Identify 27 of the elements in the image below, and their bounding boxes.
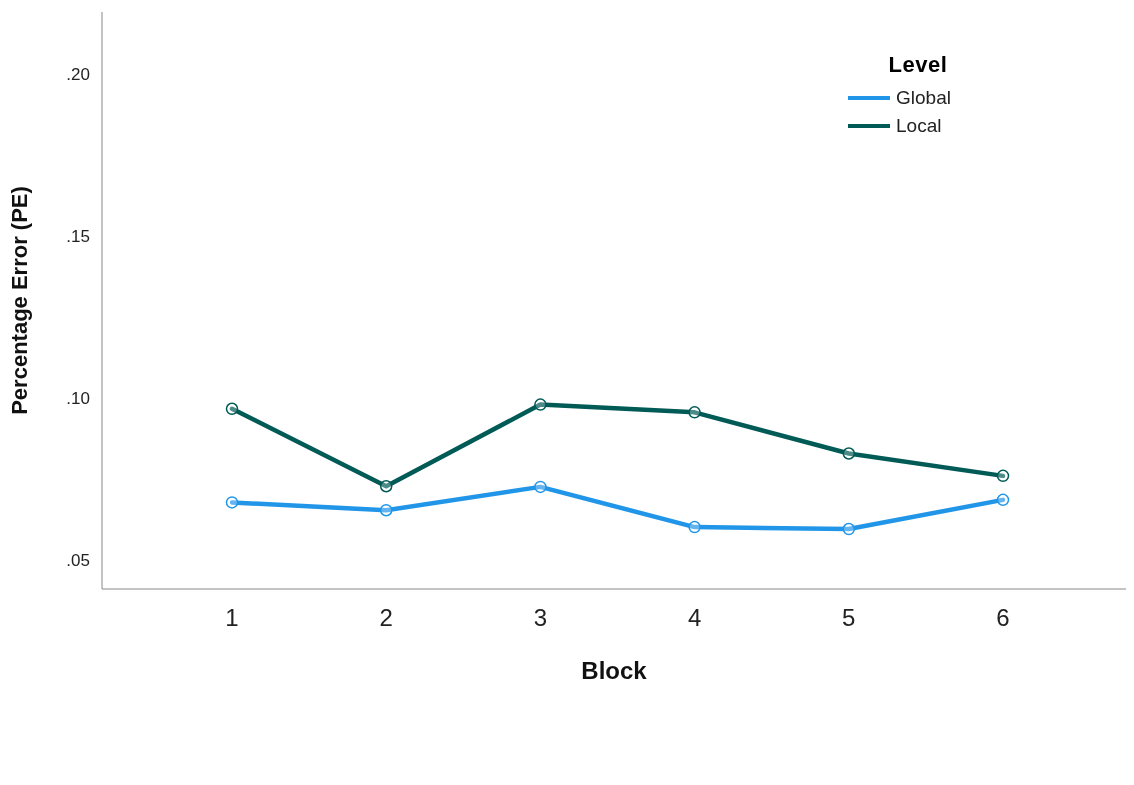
x-tick-label: 2 xyxy=(379,604,393,632)
legend-label: Local xyxy=(896,115,942,137)
x-axis-title: Block xyxy=(581,657,648,684)
x-tick-label: 6 xyxy=(996,604,1010,632)
legend-label: Global xyxy=(896,87,951,109)
point xyxy=(225,496,239,509)
y-tick-label: .20 xyxy=(66,64,90,84)
point xyxy=(534,480,547,494)
x-tick-label: 4 xyxy=(687,604,702,632)
point xyxy=(688,406,701,419)
point xyxy=(379,503,393,517)
x-tick-label: 5 xyxy=(842,604,856,632)
y-axis-title: Percentage Error (PE) xyxy=(6,186,32,415)
x-tick-label: 1 xyxy=(225,604,239,632)
y-tick-label: .10 xyxy=(66,388,90,408)
point xyxy=(379,479,393,493)
point xyxy=(842,447,856,460)
point xyxy=(996,469,1010,483)
point xyxy=(534,398,547,411)
point xyxy=(996,493,1010,507)
point xyxy=(225,402,239,416)
y-tick-label: .15 xyxy=(66,226,90,246)
point xyxy=(842,522,856,536)
x-tick-label: 3 xyxy=(533,604,548,632)
legend-title: Level xyxy=(887,52,949,78)
y-tick-label: .05 xyxy=(66,550,90,570)
point xyxy=(688,520,701,534)
